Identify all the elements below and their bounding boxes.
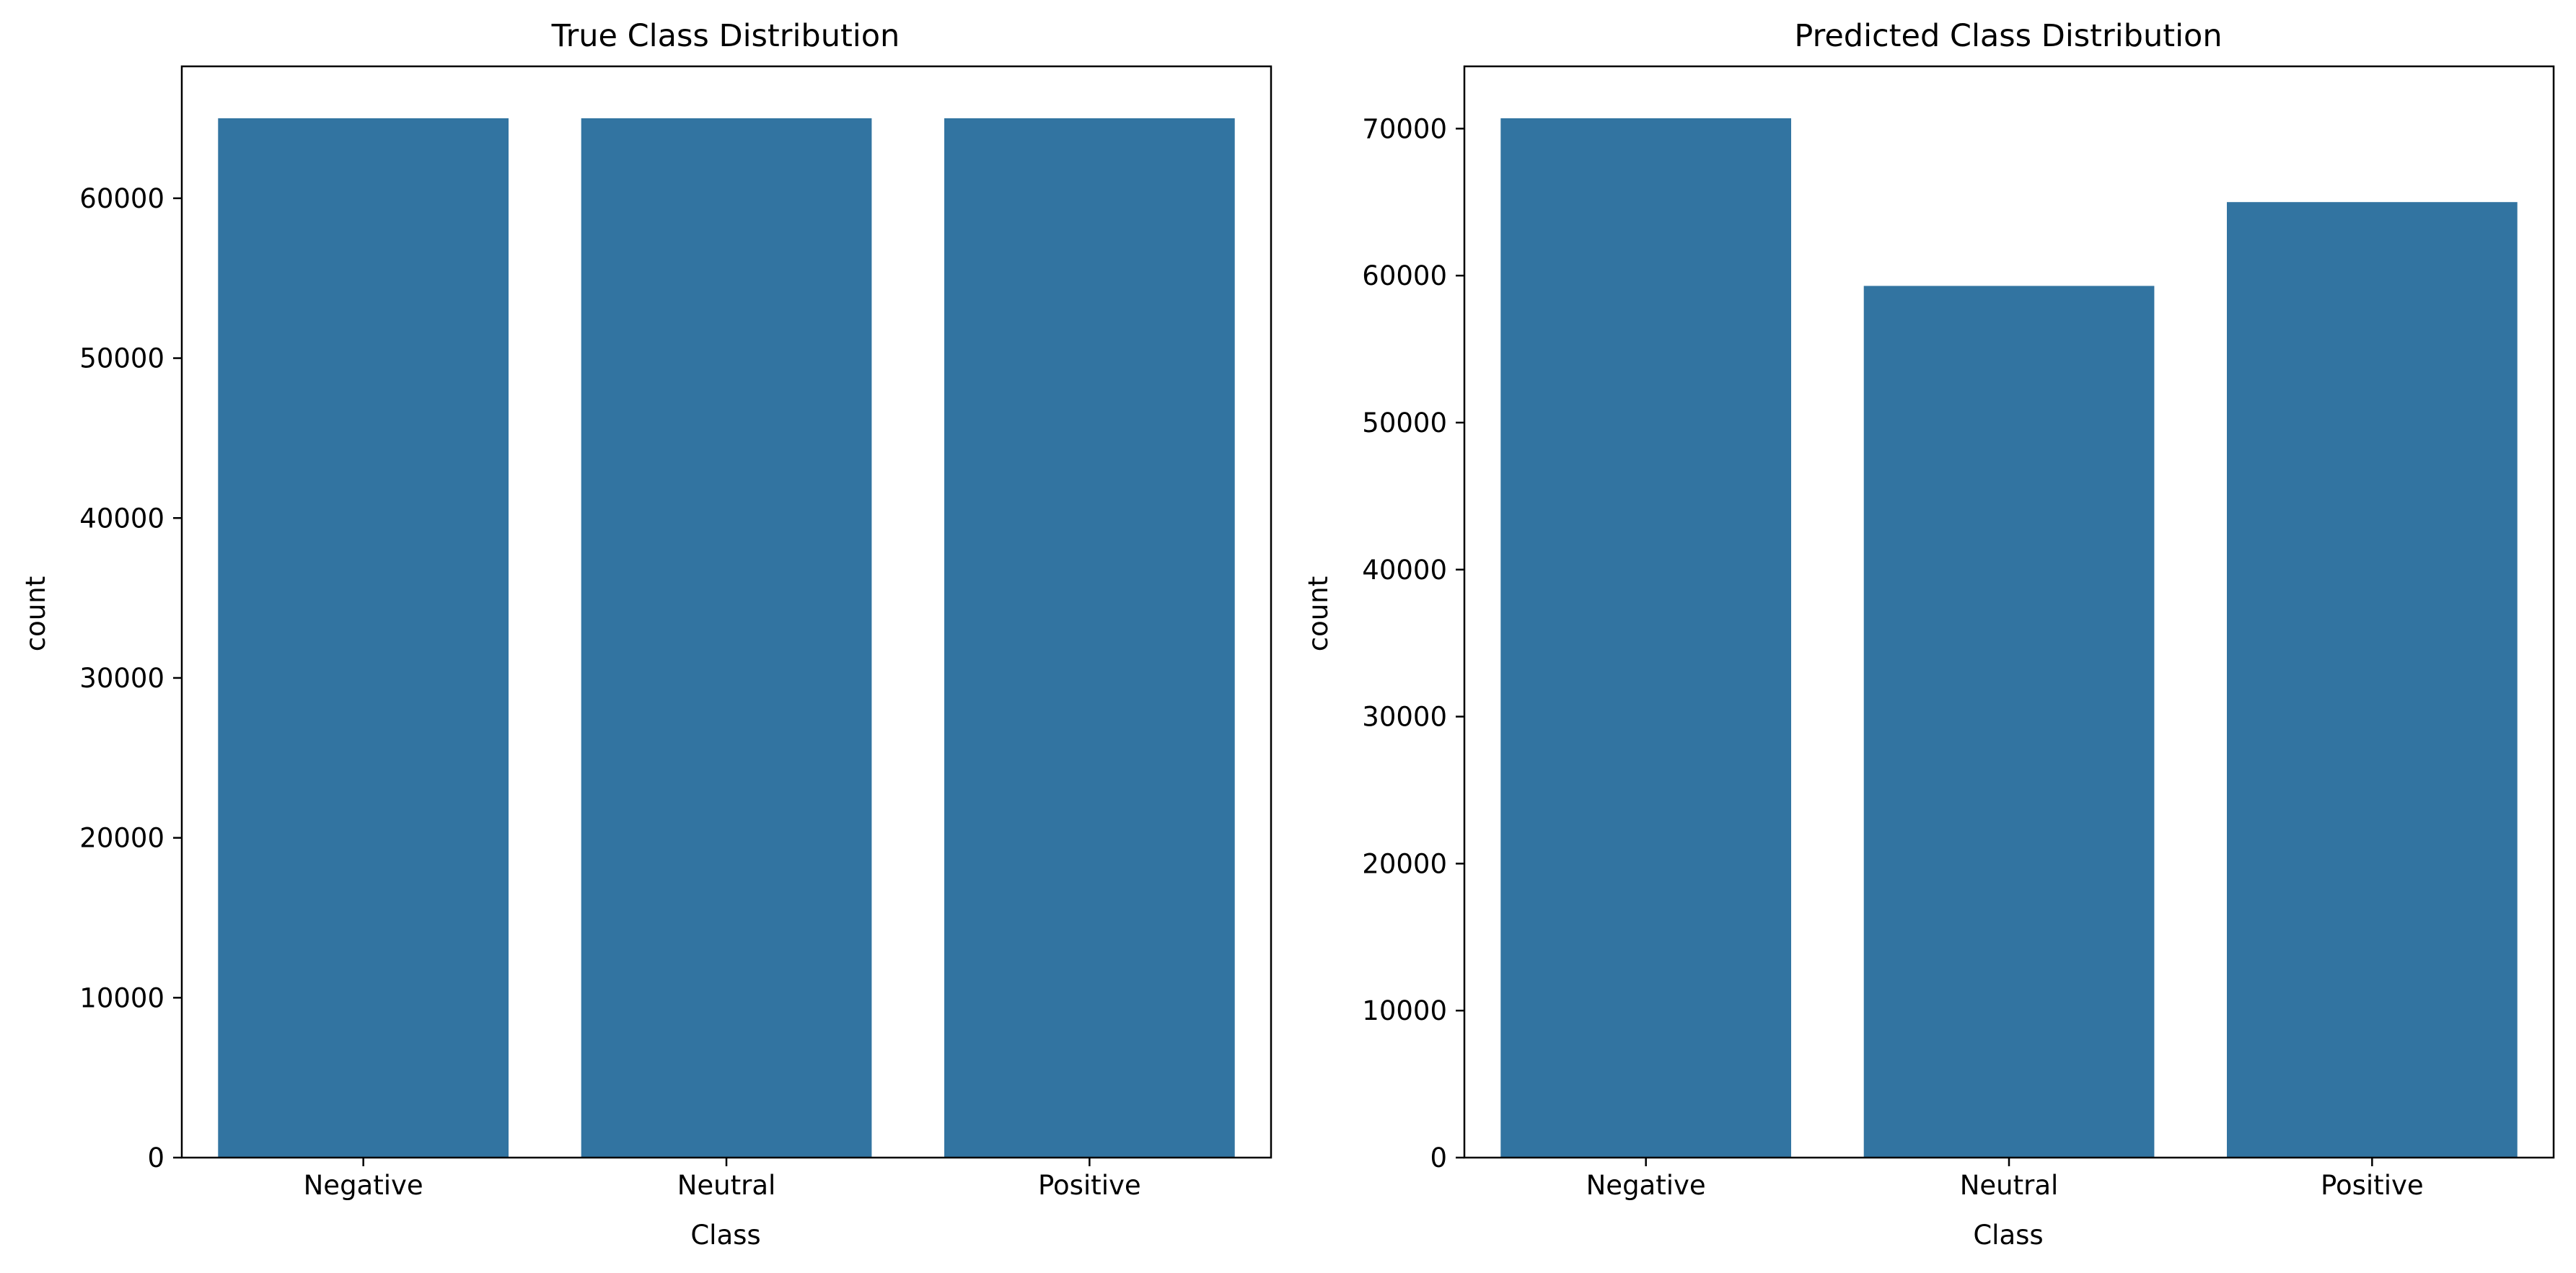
y-tick-label: 70000 bbox=[1362, 113, 1447, 144]
y-tick-label: 40000 bbox=[79, 503, 164, 534]
x-axis-label: Class bbox=[1973, 1220, 2043, 1251]
chart-title: True Class Distribution bbox=[551, 18, 900, 54]
y-tick-label: 10000 bbox=[79, 982, 164, 1013]
bar-negative bbox=[1500, 118, 1791, 1158]
y-tick-label: 60000 bbox=[79, 183, 164, 214]
bar-positive bbox=[2227, 202, 2518, 1158]
bar-neutral bbox=[1863, 286, 2155, 1158]
y-tick-label: 30000 bbox=[1362, 702, 1447, 733]
y-tick-label: 60000 bbox=[1362, 260, 1447, 291]
x-axis-label: Class bbox=[690, 1220, 760, 1251]
x-tick-label: Negative bbox=[1586, 1170, 1706, 1201]
y-tick-label: 10000 bbox=[1362, 995, 1447, 1026]
x-tick-label: Neutral bbox=[677, 1170, 776, 1201]
y-tick-label: 50000 bbox=[1362, 408, 1447, 439]
chart-title: Predicted Class Distribution bbox=[1794, 18, 2222, 54]
x-tick-label: Positive bbox=[2321, 1170, 2424, 1201]
y-axis-label: count bbox=[1303, 576, 1334, 651]
y-tick-label: 50000 bbox=[79, 343, 164, 374]
bar-positive bbox=[944, 118, 1235, 1158]
y-tick-label: 20000 bbox=[79, 823, 164, 854]
x-tick-label: Neutral bbox=[1960, 1170, 2059, 1201]
y-axis-label: count bbox=[20, 576, 51, 651]
x-tick-label: Positive bbox=[1038, 1170, 1141, 1201]
y-tick-label: 20000 bbox=[1362, 848, 1447, 879]
bar-neutral bbox=[581, 118, 872, 1158]
bar-negative bbox=[218, 118, 509, 1158]
x-tick-label: Negative bbox=[304, 1170, 423, 1201]
y-tick-label: 0 bbox=[1430, 1142, 1447, 1173]
y-tick-label: 40000 bbox=[1362, 555, 1447, 586]
predicted-class-distribution-panel: Predicted Class Distribution Class count… bbox=[1303, 18, 2555, 1251]
true-class-distribution-panel: True Class Distribution Class count Nega… bbox=[20, 18, 1272, 1251]
y-tick-label: 30000 bbox=[79, 663, 164, 694]
y-tick-label: 0 bbox=[147, 1142, 164, 1173]
